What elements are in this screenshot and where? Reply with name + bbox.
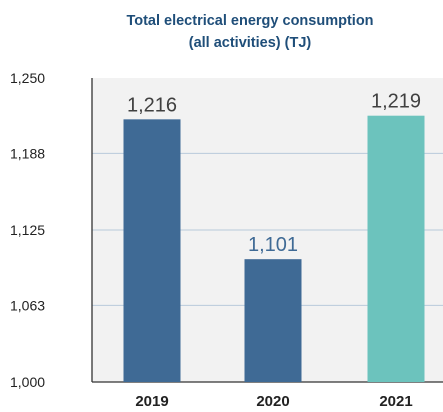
x-tick-label-2020: 2020 bbox=[256, 393, 289, 410]
bar-2021 bbox=[367, 115, 425, 383]
y-tick-label-1063: 1,063 bbox=[10, 297, 45, 313]
chart-title-line-2: (all activities) (TJ) bbox=[188, 35, 312, 51]
y-tick-label-1000: 1,000 bbox=[10, 374, 45, 390]
y-tick-label-1250: 1,250 bbox=[10, 70, 45, 86]
x-tick-label-2021: 2021 bbox=[379, 393, 412, 410]
bar-2019 bbox=[123, 119, 181, 383]
y-tick-label-1125: 1,125 bbox=[10, 222, 45, 238]
data-label-2019: 1,216 bbox=[127, 94, 177, 116]
data-label-2020: 1,101 bbox=[248, 234, 298, 256]
data-label-2021: 1,219 bbox=[371, 91, 421, 113]
bar-2020 bbox=[244, 259, 302, 382]
x-tick-label-2019: 2019 bbox=[135, 393, 168, 410]
chart-title-line-1: Total electrical energy consumption bbox=[126, 13, 374, 29]
y-tick-label-1188: 1,188 bbox=[10, 145, 45, 161]
chart-title: Total electrical energy consumption (all… bbox=[60, 10, 440, 54]
